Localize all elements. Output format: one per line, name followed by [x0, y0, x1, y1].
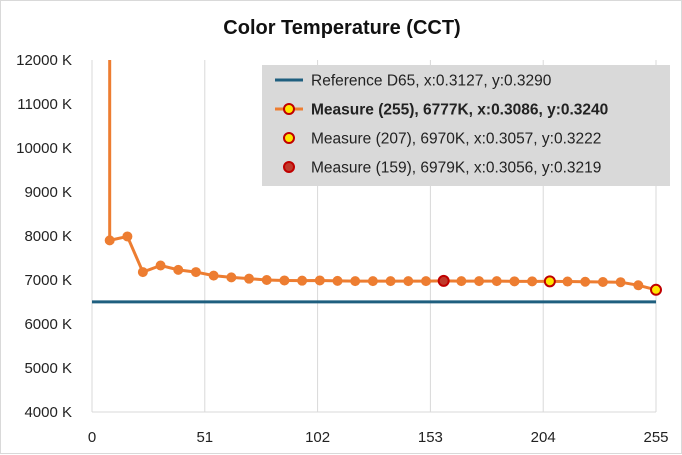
- legend-label: Reference D65, x:0.3127, y:0.3290: [311, 73, 552, 90]
- highlight-marker: [543, 275, 556, 288]
- data-point: [208, 270, 219, 281]
- y-tick-label: 9000 K: [24, 184, 72, 201]
- data-point: [597, 276, 608, 287]
- x-tick-label: 0: [88, 429, 96, 446]
- data-point: [350, 276, 361, 287]
- data-point: [491, 276, 502, 287]
- legend-swatch-marker: [283, 103, 295, 115]
- data-point: [122, 231, 133, 242]
- highlight-marker: [437, 274, 450, 287]
- y-tick-label: 7000 K: [24, 272, 72, 289]
- y-tick-label: 12000 K: [16, 52, 72, 69]
- series-measure-line: [109, 234, 657, 292]
- chart-title: Color Temperature (CCT): [223, 17, 460, 39]
- data-point: [474, 276, 485, 287]
- legend-background: [262, 65, 670, 186]
- data-point: [137, 267, 148, 278]
- data-point: [190, 267, 201, 278]
- legend-swatch-marker: [283, 161, 295, 173]
- x-tick-label: 255: [643, 429, 668, 446]
- data-point: [155, 260, 166, 271]
- data-point: [279, 275, 290, 286]
- data-point: [104, 235, 115, 246]
- data-point: [580, 276, 591, 287]
- legend: Reference D65, x:0.3127, y:0.3290 Measure…: [262, 65, 670, 186]
- legend-label: Measure (207), 6970K, x:0.3057, y:0.3222: [311, 131, 601, 148]
- data-point: [385, 276, 396, 287]
- y-tick-label: 8000 K: [24, 228, 72, 245]
- x-tick-label: 51: [196, 429, 213, 446]
- data-point: [332, 275, 343, 286]
- legend-label: Measure (159), 6979K, x:0.3056, y:0.3219: [311, 160, 601, 177]
- data-point: [509, 276, 520, 287]
- legend-label: Measure (255), 6777K, x:0.3086, y:0.3240: [311, 102, 608, 119]
- data-point: [633, 280, 644, 291]
- data-point: [314, 275, 325, 286]
- data-point: [615, 277, 626, 288]
- data-point: [367, 276, 378, 287]
- series-layer: [92, 60, 662, 304]
- y-tick-label: 10000 K: [16, 140, 72, 157]
- data-point: [562, 276, 573, 287]
- data-point: [456, 276, 467, 287]
- data-point: [244, 273, 255, 284]
- data-point: [403, 276, 414, 287]
- legend-swatch-marker: [283, 132, 295, 144]
- data-point: [173, 264, 184, 275]
- data-point: [226, 272, 237, 283]
- data-point: [297, 275, 308, 286]
- x-tick-label: 102: [305, 429, 330, 446]
- y-tick-label: 11000 K: [17, 96, 72, 113]
- data-point: [527, 276, 538, 287]
- y-tick-label: 6000 K: [24, 316, 72, 333]
- data-point: [420, 276, 431, 287]
- axis-layer: 4000 K 5000 K 6000 K 7000 K 8000 K 9000 K 1000…: [16, 52, 668, 446]
- y-tick-label: 4000 K: [24, 404, 72, 421]
- highlight-marker: [650, 283, 662, 296]
- data-point: [261, 275, 272, 285]
- y-tick-label: 5000 K: [24, 360, 72, 377]
- x-tick-label: 153: [418, 429, 443, 446]
- x-tick-label: 204: [531, 429, 556, 446]
